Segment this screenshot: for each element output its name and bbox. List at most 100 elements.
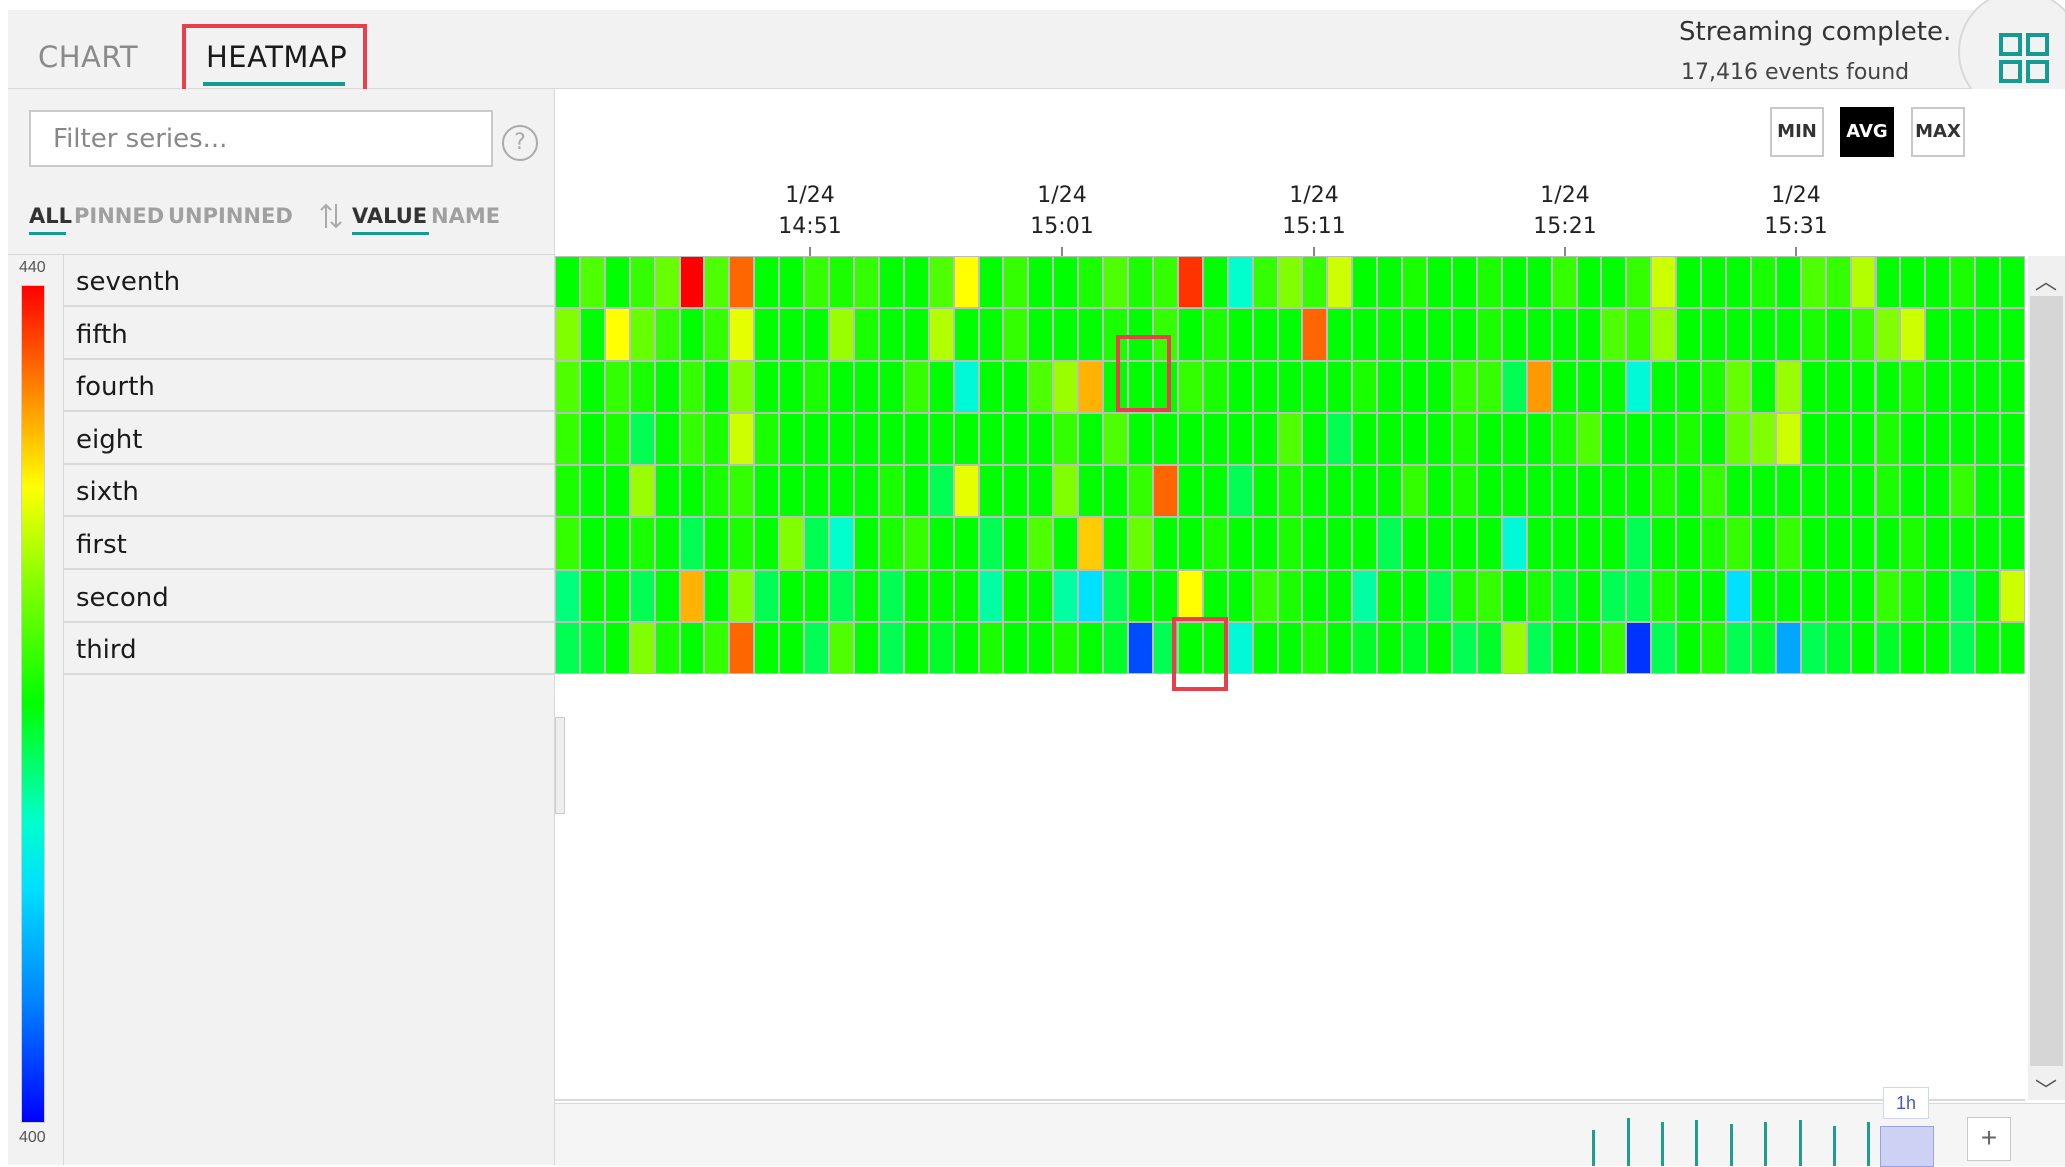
heatmap-cell[interactable] [904, 361, 928, 412]
heatmap-cell[interactable] [1303, 622, 1327, 673]
heatmap-cell[interactable] [1378, 309, 1402, 360]
heatmap-cell[interactable] [1951, 622, 1975, 673]
heatmap-cell[interactable] [1677, 570, 1701, 621]
heatmap-cell[interactable] [854, 622, 878, 673]
heatmap-cell[interactable] [1727, 518, 1750, 569]
heatmap-cell[interactable] [1328, 361, 1352, 412]
heatmap-cell[interactable] [1228, 413, 1252, 464]
heatmap-cell[interactable] [1577, 413, 1601, 464]
heatmap-cell[interactable] [1677, 257, 1701, 308]
heatmap-cell[interactable] [805, 518, 829, 569]
filter-unpinned[interactable]: UNPINNED [168, 204, 293, 228]
heatmap-cell[interactable] [1727, 309, 1750, 360]
heatmap-cell[interactable] [1876, 257, 1900, 308]
heatmap-cell[interactable] [904, 622, 928, 673]
heatmap-cell[interactable] [1901, 413, 1925, 464]
heatmap-cell[interactable] [1876, 309, 1900, 360]
heatmap-cell[interactable] [1602, 466, 1626, 517]
heatmap-cell[interactable] [605, 622, 629, 673]
heatmap-cell[interactable] [1727, 413, 1750, 464]
heatmap-cell[interactable] [1428, 257, 1451, 308]
series-row-fourth[interactable]: fourth [64, 360, 554, 413]
heatmap-cell[interactable] [655, 309, 679, 360]
heatmap-cell[interactable] [1104, 518, 1128, 569]
heatmap-cell[interactable] [1876, 361, 1900, 412]
heatmap-cell[interactable] [1727, 622, 1750, 673]
heatmap-cell[interactable] [1602, 413, 1626, 464]
heatmap-cell[interactable] [705, 622, 729, 673]
heatmap-cell[interactable] [1403, 570, 1427, 621]
heatmap-cell[interactable] [1079, 361, 1103, 412]
heatmap-cell[interactable] [1452, 413, 1476, 464]
heatmap-cell[interactable] [1079, 466, 1103, 517]
heatmap-cell[interactable] [1353, 518, 1377, 569]
heatmap-cell[interactable] [1801, 257, 1825, 308]
heatmap-cell[interactable] [1801, 309, 1825, 360]
heatmap-cell[interactable] [1652, 361, 1676, 412]
heatmap-cell[interactable] [1702, 413, 1725, 464]
heatmap-cell[interactable] [556, 570, 579, 621]
heatmap-cell[interactable] [1079, 570, 1103, 621]
heatmap-cell[interactable] [580, 309, 604, 360]
heatmap-cell[interactable] [1552, 413, 1576, 464]
heatmap-cell[interactable] [1901, 518, 1925, 569]
heatmap-cell[interactable] [1153, 413, 1177, 464]
heatmap-cell[interactable] [1976, 622, 2000, 673]
heatmap-cell[interactable] [830, 309, 853, 360]
heatmap-cell[interactable] [1502, 257, 1526, 308]
heatmap-cell[interactable] [805, 309, 829, 360]
heatmap-cell[interactable] [1801, 570, 1825, 621]
scrollbar-thumb[interactable] [2030, 296, 2063, 1066]
avg-button[interactable]: AVG [1840, 107, 1894, 157]
heatmap-cell[interactable] [1253, 361, 1277, 412]
heatmap-cell[interactable] [1029, 466, 1053, 517]
heatmap-cell[interactable] [1228, 309, 1252, 360]
heatmap-cell[interactable] [556, 413, 579, 464]
heatmap-cell[interactable] [929, 622, 953, 673]
heatmap-cell[interactable] [780, 257, 804, 308]
heatmap-cell[interactable] [1851, 466, 1875, 517]
heatmap-cell[interactable] [1029, 413, 1053, 464]
heatmap-cell[interactable] [1976, 570, 2000, 621]
heatmap-cell[interactable] [1378, 257, 1402, 308]
heatmap-cell[interactable] [1104, 361, 1128, 412]
heatmap-cell[interactable] [1278, 361, 1302, 412]
filter-series-input[interactable] [29, 110, 493, 167]
heatmap-cell[interactable] [1602, 570, 1626, 621]
heatmap-cell[interactable] [2001, 413, 2024, 464]
heatmap-cell[interactable] [1129, 518, 1152, 569]
heatmap-cell[interactable] [830, 570, 853, 621]
heatmap-cell[interactable] [1004, 518, 1028, 569]
heatmap-cell[interactable] [1577, 309, 1601, 360]
heatmap-cell[interactable] [1577, 622, 1601, 673]
heatmap-cell[interactable] [1228, 570, 1252, 621]
heatmap-cell[interactable] [1477, 570, 1501, 621]
heatmap-cell[interactable] [630, 622, 654, 673]
heatmap-cell[interactable] [1926, 518, 1950, 569]
heatmap-cell[interactable] [1627, 361, 1651, 412]
heatmap-cell[interactable] [1178, 257, 1202, 308]
heatmap-cell[interactable] [1153, 309, 1177, 360]
heatmap-cell[interactable] [1303, 466, 1327, 517]
heatmap-cell[interactable] [1677, 413, 1701, 464]
heatmap-cell[interactable] [1353, 570, 1377, 621]
heatmap-cell[interactable] [580, 622, 604, 673]
heatmap-cell[interactable] [1951, 361, 1975, 412]
heatmap-cell[interactable] [1976, 361, 2000, 412]
heatmap-cell[interactable] [1278, 466, 1302, 517]
heatmap-cell[interactable] [1104, 413, 1128, 464]
tab-heatmap[interactable]: HEATMAP [206, 40, 348, 74]
heatmap-cell[interactable] [1353, 309, 1377, 360]
heatmap-cell[interactable] [1602, 361, 1626, 412]
heatmap-cell[interactable] [1876, 570, 1900, 621]
heatmap-cell[interactable] [1702, 518, 1725, 569]
heatmap-cell[interactable] [904, 518, 928, 569]
heatmap-cell[interactable] [705, 570, 729, 621]
heatmap-cell[interactable] [1054, 622, 1078, 673]
heatmap-cell[interactable] [1751, 570, 1775, 621]
heatmap-cell[interactable] [780, 622, 804, 673]
heatmap-cell[interactable] [1378, 413, 1402, 464]
heatmap-cell[interactable] [1403, 622, 1427, 673]
heatmap-cell[interactable] [805, 466, 829, 517]
heatmap-cell[interactable] [705, 257, 729, 308]
